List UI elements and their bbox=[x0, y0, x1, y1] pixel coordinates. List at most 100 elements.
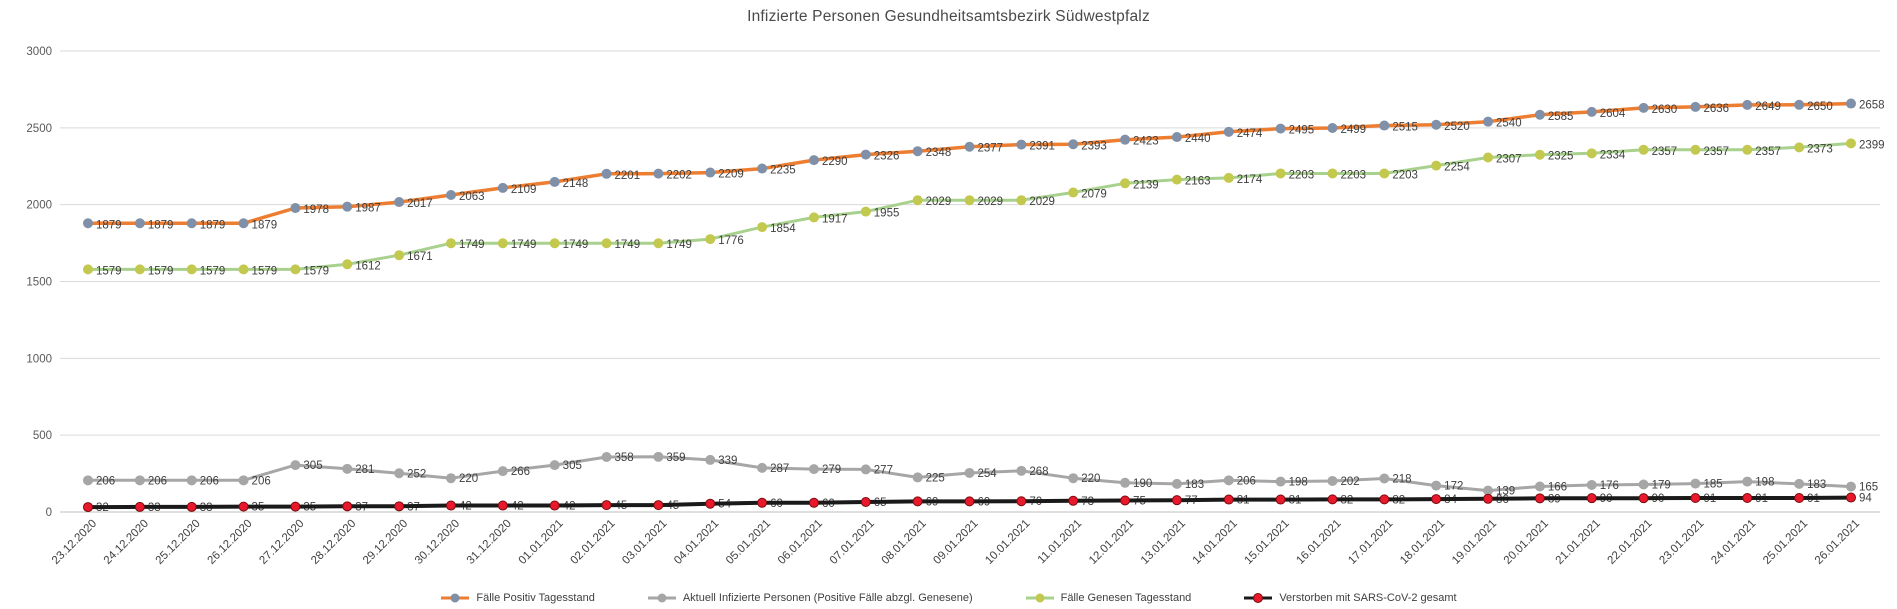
svg-text:2235: 2235 bbox=[770, 165, 796, 177]
svg-text:2630: 2630 bbox=[1652, 104, 1678, 116]
svg-text:185: 185 bbox=[1703, 479, 1722, 491]
svg-text:1500: 1500 bbox=[26, 277, 52, 289]
svg-text:2307: 2307 bbox=[1496, 153, 1522, 165]
svg-text:252: 252 bbox=[407, 468, 426, 480]
svg-text:305: 305 bbox=[563, 460, 582, 472]
svg-text:2029: 2029 bbox=[926, 196, 952, 208]
svg-text:220: 220 bbox=[459, 473, 478, 485]
svg-text:2202: 2202 bbox=[666, 170, 692, 182]
svg-text:1987: 1987 bbox=[355, 203, 381, 215]
svg-text:31.12.2020: 31.12.2020 bbox=[465, 518, 514, 567]
svg-text:23.01.2021: 23.01.2021 bbox=[1657, 518, 1706, 567]
svg-text:359: 359 bbox=[666, 452, 685, 464]
data-labels: 1579 1579 1579 1579 1579 1612 1671 1749 1749 1749… bbox=[96, 139, 1885, 277]
svg-text:2393: 2393 bbox=[1081, 140, 1107, 152]
svg-text:1579: 1579 bbox=[200, 265, 226, 277]
legend-item-1: Fälle Positiv Tagesstand bbox=[440, 592, 595, 604]
chart-title: Infizierte Personen Gesundheitsamtsbezir… bbox=[747, 8, 1150, 25]
svg-text:339: 339 bbox=[718, 455, 737, 467]
svg-text:2440: 2440 bbox=[1185, 133, 1211, 145]
svg-text:1579: 1579 bbox=[303, 265, 329, 277]
svg-text:2585: 2585 bbox=[1548, 111, 1574, 123]
svg-text:14.01.2021: 14.01.2021 bbox=[1191, 518, 1240, 567]
svg-text:206: 206 bbox=[148, 475, 167, 487]
svg-text:22.01.2021: 22.01.2021 bbox=[1606, 518, 1655, 567]
svg-text:2357: 2357 bbox=[1652, 146, 1678, 158]
svg-text:23.12.2020: 23.12.2020 bbox=[50, 518, 99, 567]
svg-text:206: 206 bbox=[96, 475, 115, 487]
svg-text:2391: 2391 bbox=[1029, 141, 1055, 153]
svg-text:2029: 2029 bbox=[978, 196, 1004, 208]
svg-text:05.01.2021: 05.01.2021 bbox=[724, 518, 773, 567]
svg-text:29.12.2020: 29.12.2020 bbox=[361, 518, 410, 567]
svg-text:1579: 1579 bbox=[96, 265, 122, 277]
svg-text:1978: 1978 bbox=[303, 204, 329, 216]
svg-text:2209: 2209 bbox=[718, 169, 744, 181]
svg-text:09.01.2021: 09.01.2021 bbox=[931, 518, 980, 567]
svg-text:2357: 2357 bbox=[1703, 146, 1729, 158]
svg-text:24.12.2020: 24.12.2020 bbox=[102, 518, 151, 567]
svg-text:2079: 2079 bbox=[1081, 189, 1107, 201]
svg-text:03.01.2021: 03.01.2021 bbox=[620, 518, 669, 567]
legend-label: Verstorben mit SARS-CoV-2 gesamt bbox=[1279, 592, 1457, 604]
svg-text:2474: 2474 bbox=[1237, 128, 1263, 140]
svg-text:220: 220 bbox=[1081, 473, 1100, 485]
data-points bbox=[83, 138, 1856, 275]
x-axis-labels: 23.12.2020 24.12.2020 25.12.2020 26.12.2020… bbox=[50, 518, 1862, 567]
svg-text:1917: 1917 bbox=[822, 213, 848, 225]
legend-marker-icon bbox=[647, 593, 676, 603]
svg-text:16.01.2021: 16.01.2021 bbox=[1294, 518, 1343, 567]
svg-text:268: 268 bbox=[1029, 466, 1048, 478]
svg-text:206: 206 bbox=[1237, 475, 1256, 487]
svg-text:2650: 2650 bbox=[1807, 101, 1833, 113]
svg-text:165: 165 bbox=[1859, 482, 1878, 494]
svg-text:25.12.2020: 25.12.2020 bbox=[154, 518, 203, 567]
svg-text:2377: 2377 bbox=[978, 143, 1004, 155]
svg-text:06.01.2021: 06.01.2021 bbox=[776, 518, 825, 567]
svg-text:277: 277 bbox=[874, 464, 893, 476]
svg-text:2500: 2500 bbox=[26, 123, 52, 135]
svg-text:3000: 3000 bbox=[26, 46, 52, 58]
svg-text:2017: 2017 bbox=[407, 198, 433, 210]
svg-text:305: 305 bbox=[303, 460, 322, 472]
chart-plot-area: 0 500 1000 1500 2000 2500 3000 23.12.2020 24.12.… bbox=[26, 46, 1885, 567]
svg-text:1879: 1879 bbox=[96, 219, 122, 231]
svg-text:12.01.2021: 12.01.2021 bbox=[1087, 518, 1136, 567]
svg-text:10.01.2021: 10.01.2021 bbox=[983, 518, 1032, 567]
svg-text:18.01.2021: 18.01.2021 bbox=[1398, 518, 1447, 567]
svg-text:2499: 2499 bbox=[1340, 124, 1366, 136]
svg-text:166: 166 bbox=[1548, 481, 1567, 493]
svg-text:1749: 1749 bbox=[563, 239, 589, 251]
svg-text:2636: 2636 bbox=[1703, 103, 1729, 115]
svg-text:2163: 2163 bbox=[1185, 176, 1211, 188]
data-points bbox=[83, 492, 1856, 513]
svg-text:1879: 1879 bbox=[252, 219, 278, 231]
svg-text:206: 206 bbox=[252, 475, 271, 487]
legend-label: Aktuell Infizierte Personen (Positive Fä… bbox=[682, 592, 973, 604]
svg-text:2203: 2203 bbox=[1392, 169, 1418, 181]
svg-text:139: 139 bbox=[1496, 486, 1515, 498]
svg-text:202: 202 bbox=[1340, 476, 1359, 488]
svg-text:2357: 2357 bbox=[1755, 146, 1781, 158]
svg-text:13.01.2021: 13.01.2021 bbox=[1139, 518, 1188, 567]
legend-item-2: Aktuell Infizierte Personen (Positive Fä… bbox=[647, 592, 973, 604]
svg-text:225: 225 bbox=[926, 472, 945, 484]
svg-text:1955: 1955 bbox=[874, 208, 900, 220]
svg-text:01.01.2021: 01.01.2021 bbox=[517, 518, 566, 567]
svg-text:198: 198 bbox=[1755, 477, 1774, 489]
svg-text:1749: 1749 bbox=[511, 239, 537, 251]
svg-text:2000: 2000 bbox=[26, 200, 52, 212]
svg-text:25.01.2021: 25.01.2021 bbox=[1761, 518, 1810, 567]
svg-text:2174: 2174 bbox=[1237, 174, 1263, 186]
gridlines bbox=[60, 50, 1880, 513]
svg-text:94: 94 bbox=[1859, 493, 1872, 505]
data-labels: 1879 1879 1879 1879 1978 1987 2017 2063 2109 2148… bbox=[96, 100, 1885, 232]
svg-text:206: 206 bbox=[200, 475, 219, 487]
svg-text:1579: 1579 bbox=[252, 265, 278, 277]
svg-text:2520: 2520 bbox=[1444, 121, 1470, 133]
svg-text:176: 176 bbox=[1600, 480, 1619, 492]
svg-text:2495: 2495 bbox=[1289, 125, 1315, 137]
svg-text:287: 287 bbox=[770, 463, 789, 475]
chart-legend: Fälle Positiv Tagesstand Aktuell Infizier… bbox=[0, 592, 1897, 604]
svg-text:266: 266 bbox=[511, 466, 530, 478]
